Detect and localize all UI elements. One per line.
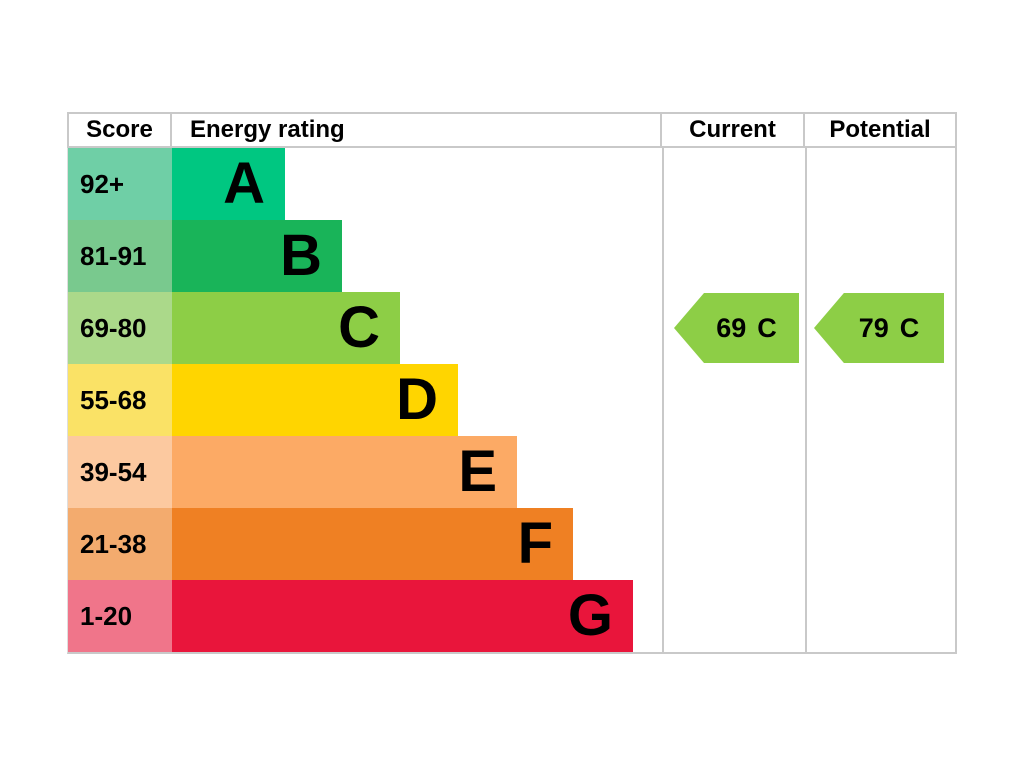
band-bar-f: F xyxy=(172,508,573,580)
band-row-g: 1-20 G xyxy=(68,580,662,652)
band-row-d: 55-68 D xyxy=(68,364,662,436)
band-row-b: 81-91 B xyxy=(68,220,662,292)
band-letter-b: B xyxy=(280,223,322,288)
current-column-header: Current xyxy=(662,114,805,146)
score-column-header: Score xyxy=(67,114,172,146)
current-rating-band: C xyxy=(757,312,777,343)
potential-rating-arrow: 79 C xyxy=(814,293,944,363)
band-bar-g: G xyxy=(172,580,633,652)
band-letter-f: F xyxy=(517,511,553,576)
band-letter-a: A xyxy=(223,151,265,216)
score-range-e: 39-54 xyxy=(68,436,172,508)
potential-column-header: Potential xyxy=(805,114,957,146)
band-row-c: 69-80 C xyxy=(68,292,662,364)
current-rating-arrow: 69 C xyxy=(674,293,799,363)
band-letter-d: D xyxy=(396,367,438,432)
band-row-a: 92+ A xyxy=(68,148,662,220)
band-bar-e: E xyxy=(172,436,517,508)
potential-rating-value: 79 xyxy=(858,312,889,343)
band-letter-e: E xyxy=(458,439,497,504)
epc-body: 92+ A 81-91 B 69-80 C 55-68 D 39-54 E 21-38 F 1-20 G … xyxy=(67,148,957,654)
band-bar-b: B xyxy=(172,220,342,292)
potential-column: 79 C xyxy=(805,148,957,652)
epc-rating-chart: Score Energy rating Current Potential 92… xyxy=(67,112,957,654)
score-range-d: 55-68 xyxy=(68,364,172,436)
band-bar-a: A xyxy=(172,148,285,220)
band-bar-c: C xyxy=(172,292,400,364)
score-range-b: 81-91 xyxy=(68,220,172,292)
band-bar-d: D xyxy=(172,364,458,436)
bands-rows: 92+ A 81-91 B 69-80 C 55-68 D 39-54 E 21-38 F 1-20 G xyxy=(68,148,662,652)
band-row-e: 39-54 E xyxy=(68,436,662,508)
current-rating-value: 69 xyxy=(716,312,747,343)
score-range-f: 21-38 xyxy=(68,508,172,580)
epc-header-row: Score Energy rating Current Potential xyxy=(67,112,957,148)
energy-rating-column-header: Energy rating xyxy=(172,114,662,146)
band-letter-g: G xyxy=(567,583,613,648)
score-range-a: 92+ xyxy=(68,148,172,220)
band-letter-c: C xyxy=(338,295,380,360)
score-range-c: 69-80 xyxy=(68,292,172,364)
score-range-g: 1-20 xyxy=(68,580,172,652)
band-row-f: 21-38 F xyxy=(68,508,662,580)
current-column: 69 C xyxy=(662,148,805,652)
potential-rating-band: C xyxy=(899,312,920,343)
